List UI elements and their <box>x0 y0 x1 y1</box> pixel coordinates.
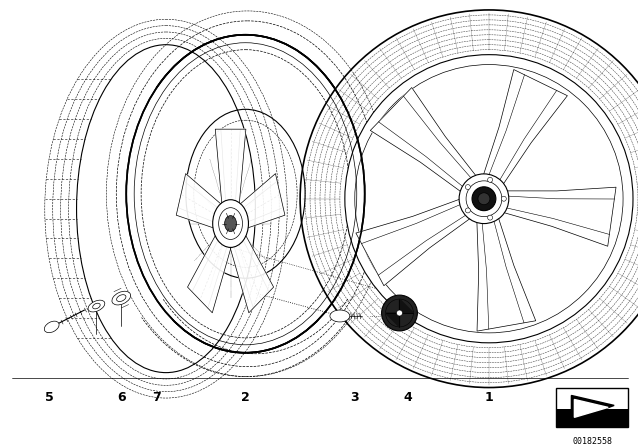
Ellipse shape <box>488 177 493 182</box>
Polygon shape <box>215 129 246 224</box>
Polygon shape <box>399 299 413 313</box>
Ellipse shape <box>88 300 105 312</box>
Bar <box>557 409 628 427</box>
Ellipse shape <box>501 196 506 201</box>
Polygon shape <box>477 69 568 202</box>
Ellipse shape <box>472 187 496 211</box>
Ellipse shape <box>116 295 126 302</box>
Text: 6: 6 <box>117 391 125 404</box>
Ellipse shape <box>478 193 490 205</box>
Ellipse shape <box>225 215 237 232</box>
Text: 5: 5 <box>45 391 54 404</box>
Polygon shape <box>371 87 490 204</box>
Polygon shape <box>228 174 285 233</box>
Ellipse shape <box>465 208 470 213</box>
Text: 7: 7 <box>152 391 161 404</box>
Polygon shape <box>188 218 236 313</box>
Ellipse shape <box>44 321 59 333</box>
Ellipse shape <box>488 215 493 220</box>
Bar <box>557 388 628 427</box>
Polygon shape <box>574 400 608 418</box>
Ellipse shape <box>330 310 350 322</box>
Text: 2: 2 <box>241 391 250 404</box>
Ellipse shape <box>465 185 470 190</box>
Polygon shape <box>176 174 233 233</box>
Text: 00182558: 00182558 <box>572 437 612 446</box>
Polygon shape <box>385 313 399 327</box>
Polygon shape <box>225 218 274 313</box>
Text: 4: 4 <box>403 391 412 404</box>
Ellipse shape <box>219 208 243 240</box>
Text: 1: 1 <box>484 391 493 404</box>
Ellipse shape <box>397 310 403 316</box>
Ellipse shape <box>459 174 509 224</box>
Polygon shape <box>476 198 536 331</box>
Polygon shape <box>572 396 614 421</box>
Ellipse shape <box>212 200 248 247</box>
Ellipse shape <box>381 295 417 331</box>
Ellipse shape <box>345 55 633 343</box>
Ellipse shape <box>112 291 131 305</box>
Ellipse shape <box>93 303 100 309</box>
Text: 3: 3 <box>351 391 359 404</box>
Polygon shape <box>483 187 616 246</box>
Ellipse shape <box>466 181 502 217</box>
Polygon shape <box>356 192 488 286</box>
